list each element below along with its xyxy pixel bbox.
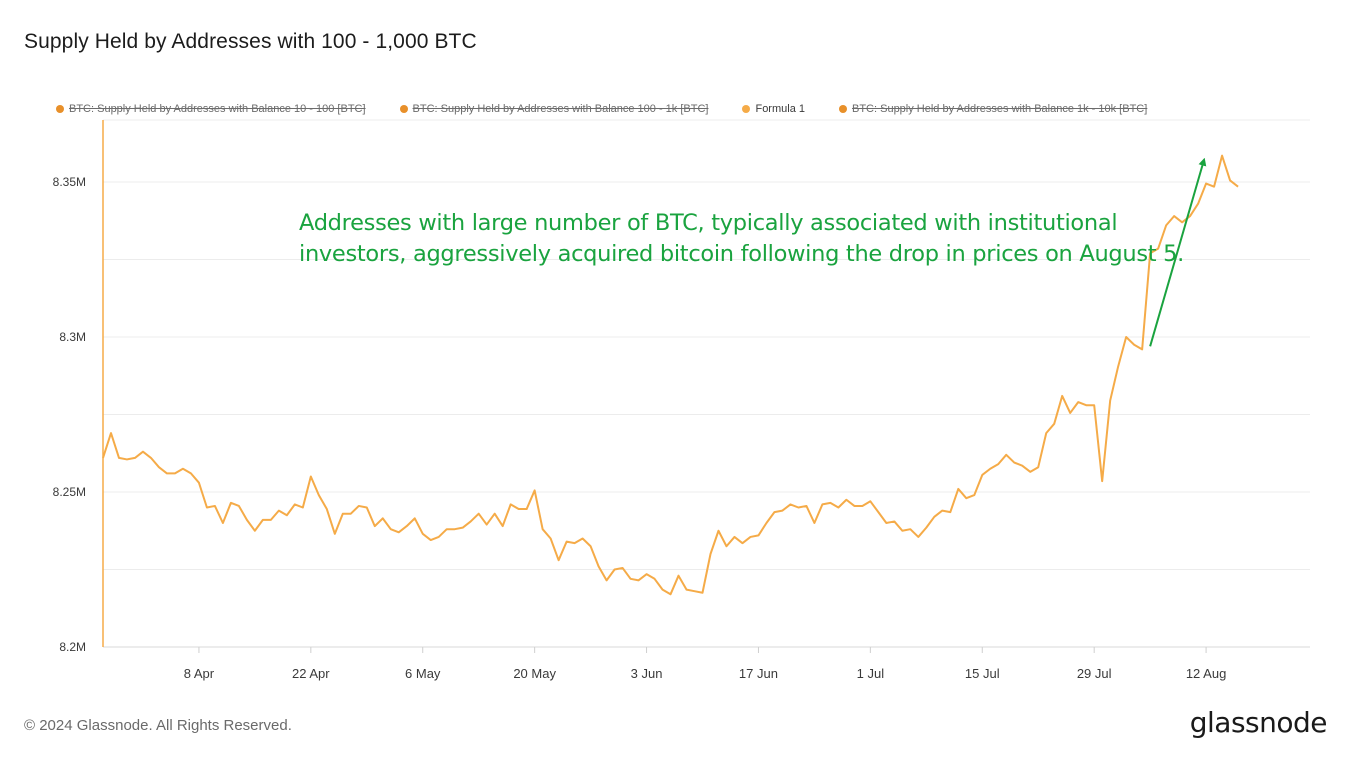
x-tick-label: 12 Aug [1186,666,1227,681]
x-tick-label: 17 Jun [739,666,778,681]
series-line-formula-1 [102,154,1239,596]
x-tick-label: 29 Jul [1077,666,1112,681]
x-tick-label: 1 Jul [857,666,885,681]
chart-legend: BTC: Supply Held by Addresses with Balan… [56,101,1181,117]
y-tick-label: 8.35M [53,175,86,189]
series [102,154,1239,596]
grid-lines [103,119,1310,648]
x-tick-label: 3 Jun [631,666,663,681]
legend-label: BTC: Supply Held by Addresses with Balan… [412,103,709,115]
copyright-footer: © 2024 Glassnode. All Rights Reserved. [24,717,292,734]
y-tick-label: 8.2M [59,640,86,654]
chart-title: Supply Held by Addresses with 100 - 1,00… [24,30,477,53]
x-tick-label: 8 Apr [184,666,215,681]
x-tick-label: 6 May [405,666,441,681]
legend-label: BTC: Supply Held by Addresses with Balan… [852,103,1148,115]
y-tick-label: 8.3M [59,330,86,344]
x-tick-label: 22 Apr [292,666,330,681]
annotation-arrow [1149,157,1207,347]
legend-dot-icon [742,105,751,113]
x-tick-label: 15 Jul [965,666,1000,681]
annotations [1149,157,1207,347]
legend-dot-icon [399,105,408,113]
glassnode-logo: glassnode [1189,706,1328,739]
legend-item-10-100[interactable]: BTC: Supply Held by Addresses with Balan… [56,103,366,115]
y-tick-label: 8.25M [53,485,86,499]
legend-dot-icon [839,105,847,113]
legend-item-100-1k[interactable]: BTC: Supply Held by Addresses with Balan… [399,103,709,115]
legend-item-formula-1[interactable]: Formula 1 [742,103,805,115]
axes: 8.2M 8.25M 8.3M 8.35M 8 Apr 22 Apr 6 May 20 May… [53,120,1310,681]
legend-item-1k-10k[interactable]: BTC: Supply Held by Addresses with Balan… [839,103,1147,115]
legend-label: BTC: Supply Held by Addresses with Balan… [69,103,366,115]
x-tick-label: 20 May [513,666,556,681]
legend-dot-icon [56,105,64,113]
legend-label: Formula 1 [755,103,805,115]
annotation-text: Addresses with large number of BTC, typi… [299,210,1185,267]
